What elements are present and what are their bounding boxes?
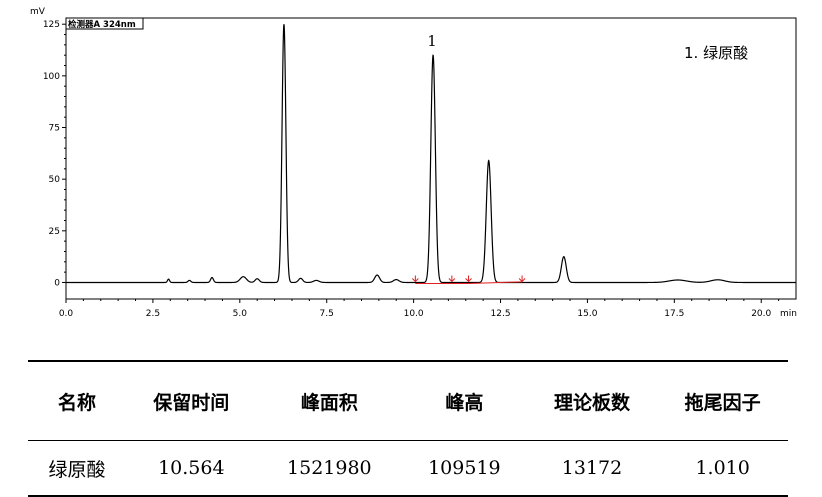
- x-tick-label: 5.0: [233, 309, 248, 319]
- table-header-cell: 理论板数: [526, 360, 658, 441]
- x-tick-label: 7.5: [320, 309, 334, 319]
- x-axis-label: min: [780, 309, 797, 319]
- table-header-cell: 峰高: [402, 360, 527, 441]
- table-cell: 绿原酸: [28, 440, 126, 497]
- table-header-cell: 名称: [28, 360, 126, 441]
- chromatogram-chart: 0.0 2.5 5.0 7.5 10.0 12.5 15.0 17.5 20.0 0 25 50 75 1…: [30, 7, 797, 319]
- x-tick-label: 10.0: [404, 309, 424, 319]
- table-cell: 109519: [402, 440, 527, 497]
- table-header-cell: 拖尾因子: [657, 360, 788, 441]
- y-axis-label: mV: [30, 7, 46, 17]
- y-tick-label: 0: [54, 278, 60, 288]
- y-tick-label: 100: [43, 72, 60, 82]
- table-header-cell: 保留时间: [125, 360, 257, 441]
- table-cell: 1.010: [657, 440, 788, 497]
- integration-marker: [412, 275, 419, 283]
- table-cell: 1521980: [256, 440, 403, 497]
- integration-marker: [465, 275, 472, 283]
- table-header-cell: 峰面积: [256, 360, 403, 441]
- compound-legend: 1. 绿原酸: [684, 44, 748, 62]
- peak-number-label: 1: [427, 32, 437, 50]
- chart-labels: 0.0 2.5 5.0 7.5 10.0 12.5 15.0 17.5 20.0 0 25 50 75 1…: [30, 7, 797, 319]
- table-cell: 13172: [526, 440, 658, 497]
- table-cell: 10.564: [125, 440, 257, 497]
- chromatogram-trace: [66, 24, 796, 284]
- y-tick-label: 75: [49, 124, 60, 134]
- detector-label-box: [65, 17, 144, 30]
- table-body: 绿原酸 10.564 1521980 109519 13172 1.010: [28, 440, 788, 497]
- x-tick-label: 2.5: [146, 309, 160, 319]
- x-tick-label: 17.5: [664, 309, 684, 319]
- x-tick-label: 12.5: [491, 309, 511, 319]
- x-tick-label: 15.0: [577, 309, 597, 319]
- y-tick-label: 50: [49, 175, 61, 185]
- detector-label: 检测器A 324nm: [68, 19, 136, 30]
- tick-marks: [62, 23, 780, 303]
- table-row: 绿原酸 10.564 1521980 109519 13172 1.010: [28, 440, 788, 497]
- table-header-row: 名称 保留时间 峰面积 峰高 理论板数 拖尾因子: [28, 360, 788, 441]
- integration-baseline: [468, 281, 523, 285]
- integration-marker: [518, 275, 526, 283]
- results-table: 名称 保留时间 峰面积 峰高 理论板数 拖尾因子 绿原酸 10.564 1521980 1095…: [28, 360, 788, 497]
- x-tick-label: 20.0: [751, 309, 771, 319]
- x-tick-label: 0.0: [59, 309, 74, 319]
- y-tick-label: 25: [49, 227, 60, 237]
- integration-marker: [448, 275, 456, 283]
- y-tick-label: 125: [43, 20, 60, 30]
- integration-baselines: [412, 275, 526, 285]
